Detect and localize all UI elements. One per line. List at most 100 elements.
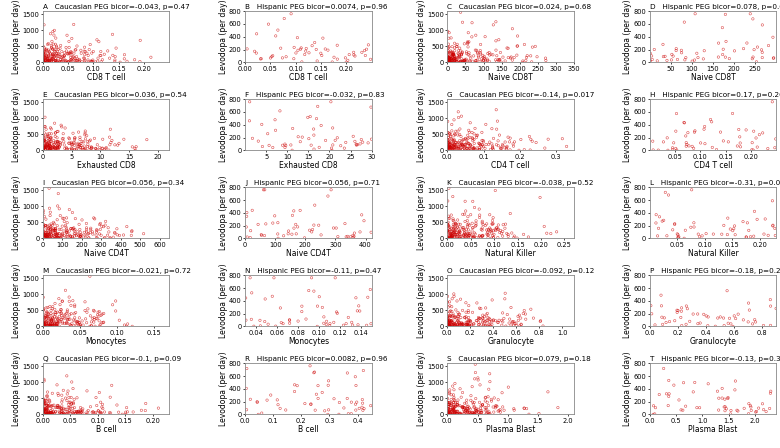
Point — [442, 34, 455, 42]
Point — [69, 134, 81, 142]
Point — [452, 313, 464, 320]
Point — [46, 52, 58, 60]
Point — [441, 139, 454, 146]
Point — [464, 57, 477, 65]
Point — [78, 410, 90, 418]
Point — [453, 44, 466, 52]
Point — [494, 56, 506, 63]
Point — [490, 18, 502, 26]
Point — [445, 318, 457, 325]
Point — [480, 317, 493, 324]
Point — [442, 401, 455, 408]
Point — [654, 213, 666, 220]
Point — [85, 145, 98, 152]
Point — [480, 407, 492, 414]
Point — [464, 405, 477, 413]
Point — [452, 51, 465, 58]
Point — [55, 306, 68, 313]
Point — [452, 322, 465, 329]
Point — [66, 320, 78, 327]
Point — [451, 401, 463, 409]
Point — [483, 49, 495, 56]
Point — [444, 53, 456, 60]
Point — [112, 409, 125, 416]
Point — [285, 142, 297, 149]
Point — [276, 142, 289, 149]
Point — [722, 320, 735, 327]
Point — [97, 405, 109, 412]
Point — [51, 141, 64, 148]
Point — [482, 231, 495, 238]
Point — [474, 41, 487, 48]
Point — [45, 146, 58, 154]
Point — [690, 404, 703, 411]
Point — [108, 230, 121, 237]
Point — [365, 136, 378, 143]
Point — [443, 406, 456, 414]
Point — [495, 59, 508, 66]
Point — [55, 316, 68, 323]
Point — [51, 142, 64, 149]
Point — [44, 145, 57, 152]
Point — [37, 314, 50, 321]
Point — [256, 121, 268, 128]
Point — [78, 146, 90, 153]
Point — [486, 220, 498, 228]
Point — [484, 228, 497, 235]
Point — [91, 315, 104, 323]
Point — [67, 21, 80, 28]
Y-axis label: Levodopa (per day): Levodopa (per day) — [417, 0, 426, 74]
Point — [484, 318, 496, 325]
Point — [37, 306, 49, 314]
Point — [328, 54, 340, 61]
Point — [71, 57, 83, 64]
Point — [55, 310, 67, 317]
Point — [675, 322, 688, 329]
Point — [364, 56, 377, 63]
Point — [44, 234, 56, 241]
Point — [37, 318, 49, 325]
Point — [445, 408, 458, 415]
Point — [48, 409, 61, 417]
Point — [473, 233, 486, 240]
Point — [41, 233, 53, 241]
Point — [65, 322, 77, 329]
Point — [40, 142, 52, 149]
Point — [335, 142, 347, 149]
Point — [495, 145, 508, 152]
Point — [37, 138, 50, 145]
Point — [69, 215, 82, 222]
Point — [55, 405, 68, 412]
Point — [37, 54, 49, 61]
Point — [692, 320, 704, 327]
Point — [316, 304, 328, 311]
Point — [722, 231, 734, 238]
Point — [448, 405, 460, 413]
Point — [95, 58, 108, 65]
Point — [37, 233, 50, 240]
Y-axis label: Levodopa (per day): Levodopa (per day) — [218, 87, 228, 162]
Point — [278, 232, 290, 239]
Point — [303, 287, 315, 294]
Point — [39, 222, 51, 229]
Point — [37, 228, 50, 235]
Point — [468, 233, 480, 241]
Point — [757, 129, 769, 137]
Point — [725, 407, 737, 414]
Text: D   Hispanic PEG bicor=0.078, p=0.61: D Hispanic PEG bicor=0.078, p=0.61 — [650, 4, 780, 10]
Point — [457, 224, 470, 231]
Point — [485, 227, 498, 234]
Point — [44, 142, 56, 150]
Point — [443, 142, 456, 150]
Point — [442, 408, 455, 415]
Point — [64, 399, 76, 406]
Point — [463, 314, 475, 321]
Point — [350, 142, 363, 149]
Point — [44, 142, 56, 149]
Point — [466, 135, 479, 142]
Point — [41, 402, 53, 409]
Point — [671, 306, 683, 314]
Point — [71, 394, 83, 401]
Point — [451, 234, 463, 241]
Point — [66, 379, 78, 386]
